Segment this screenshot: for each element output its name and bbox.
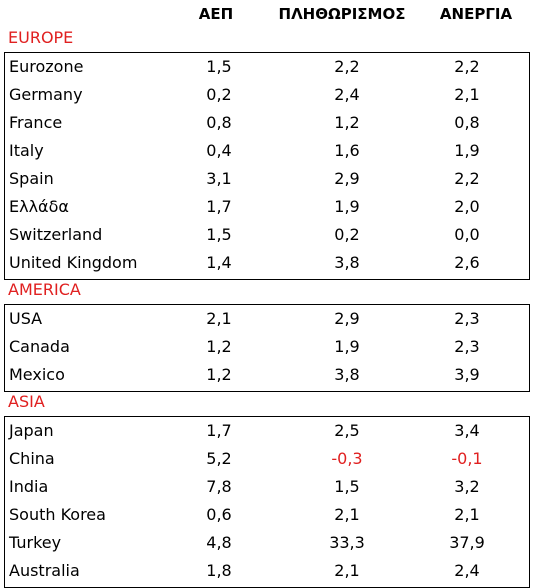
column-header-inflation: ΠΛΗΘΩΡΙΣΜΟΣ — [278, 5, 406, 23]
value-cell: 3,4 — [454, 421, 480, 440]
column-header-gdp: ΑΕΠ — [198, 5, 234, 23]
value-cell: 1,2 — [206, 337, 232, 356]
table-row: United Kingdom 1,4 3,8 2,6 — [5, 250, 529, 278]
country-cell: India — [9, 477, 49, 496]
value-cell: 7,8 — [206, 477, 232, 496]
country-cell: USA — [9, 309, 43, 328]
value-cell: 2,9 — [334, 309, 360, 328]
country-cell: China — [9, 449, 55, 468]
value-cell: 3,9 — [454, 365, 480, 384]
value-cell: 0,8 — [206, 113, 232, 132]
value-cell: 1,5 — [206, 57, 232, 76]
region-table: USA 2,1 2,9 2,3 Canada 1,2 1,9 2,3 Mexico 1,2 3,8 3… — [4, 304, 530, 392]
value-cell: 0,6 — [206, 505, 232, 524]
value-cell: 3,8 — [334, 365, 360, 384]
country-cell: Turkey — [9, 533, 62, 552]
value-cell: 0,2 — [334, 225, 360, 244]
table-row: Italy 0,4 1,6 1,9 — [5, 138, 529, 166]
region-title: EUROPE — [8, 28, 74, 47]
value-cell: 2,4 — [334, 85, 360, 104]
country-cell: Ελλάδα — [9, 197, 69, 216]
table-row: Japan 1,7 2,5 3,4 — [5, 418, 529, 446]
value-cell: 2,6 — [454, 253, 480, 272]
value-cell: 1,5 — [206, 225, 232, 244]
value-cell: 1,9 — [454, 141, 480, 160]
country-cell: United Kingdom — [9, 253, 138, 272]
value-cell: 0,8 — [454, 113, 480, 132]
value-cell: 1,7 — [206, 421, 232, 440]
value-cell: 2,1 — [454, 505, 480, 524]
value-cell: 33,3 — [329, 533, 365, 552]
value-cell: 2,4 — [454, 561, 480, 580]
country-cell: Japan — [9, 421, 54, 440]
value-cell: 1,2 — [206, 365, 232, 384]
table-row: USA 2,1 2,9 2,3 — [5, 306, 529, 334]
table-row: Switzerland 1,5 0,2 0,0 — [5, 222, 529, 250]
country-cell: Spain — [9, 169, 54, 188]
value-cell: 2,1 — [206, 309, 232, 328]
table-row: Ελλάδα 1,7 1,9 2,0 — [5, 194, 529, 222]
column-header-unemployment: ΑΝΕΡΓΙΑ — [439, 5, 513, 23]
value-cell: 0,0 — [454, 225, 480, 244]
country-cell: France — [9, 113, 63, 132]
country-cell: South Korea — [9, 505, 106, 524]
table-row: Canada 1,2 1,9 2,3 — [5, 334, 529, 362]
table-row: Turkey 4,8 33,3 37,9 — [5, 530, 529, 558]
country-cell: Canada — [9, 337, 70, 356]
value-cell: 2,3 — [454, 309, 480, 328]
country-cell: Germany — [9, 85, 83, 104]
value-cell: 1,8 — [206, 561, 232, 580]
value-cell: 0,2 — [206, 85, 232, 104]
region-table: Eurozone 1,5 2,2 2,2 Germany 0,2 2,4 2,1 France 0… — [4, 52, 530, 280]
value-cell: 2,1 — [334, 561, 360, 580]
value-cell: 37,9 — [449, 533, 485, 552]
value-cell: 2,2 — [334, 57, 360, 76]
value-cell: 2,2 — [454, 169, 480, 188]
value-cell: -0,3 — [331, 449, 363, 468]
country-cell: Australia — [9, 561, 80, 580]
value-cell: 3,8 — [334, 253, 360, 272]
region-title: AMERICA — [8, 280, 81, 299]
table-row: Germany 0,2 2,4 2,1 — [5, 82, 529, 110]
table-row: South Korea 0,6 2,1 2,1 — [5, 502, 529, 530]
country-cell: Italy — [9, 141, 44, 160]
country-cell: Eurozone — [9, 57, 84, 76]
table-row: Mexico 1,2 3,8 3,9 — [5, 362, 529, 390]
value-cell: 1,5 — [334, 477, 360, 496]
value-cell: 4,8 — [206, 533, 232, 552]
table-row: India 7,8 1,5 3,2 — [5, 474, 529, 502]
value-cell: 5,2 — [206, 449, 232, 468]
value-cell: 2,2 — [454, 57, 480, 76]
value-cell: 1,9 — [334, 337, 360, 356]
table-row: China 5,2 -0,3 -0,1 — [5, 446, 529, 474]
region-table: Japan 1,7 2,5 3,4 China 5,2 -0,3 -0,1 India 7,8 1,… — [4, 416, 530, 588]
value-cell: 1,4 — [206, 253, 232, 272]
value-cell: 2,1 — [454, 85, 480, 104]
value-cell: -0,1 — [451, 449, 483, 468]
value-cell: 2,0 — [454, 197, 480, 216]
value-cell: 1,2 — [334, 113, 360, 132]
value-cell: 1,7 — [206, 197, 232, 216]
value-cell: 2,5 — [334, 421, 360, 440]
table-row: Spain 3,1 2,9 2,2 — [5, 166, 529, 194]
table-row: Eurozone 1,5 2,2 2,2 — [5, 54, 529, 82]
value-cell: 1,9 — [334, 197, 360, 216]
value-cell: 1,6 — [334, 141, 360, 160]
value-cell: 2,9 — [334, 169, 360, 188]
value-cell: 2,3 — [454, 337, 480, 356]
region-title: ASIA — [8, 392, 45, 411]
value-cell: 2,1 — [334, 505, 360, 524]
table-row: Australia 1,8 2,1 2,4 — [5, 558, 529, 586]
country-cell: Switzerland — [9, 225, 103, 244]
value-cell: 3,1 — [206, 169, 232, 188]
table-row: France 0,8 1,2 0,8 — [5, 110, 529, 138]
value-cell: 3,2 — [454, 477, 480, 496]
country-cell: Mexico — [9, 365, 65, 384]
value-cell: 0,4 — [206, 141, 232, 160]
